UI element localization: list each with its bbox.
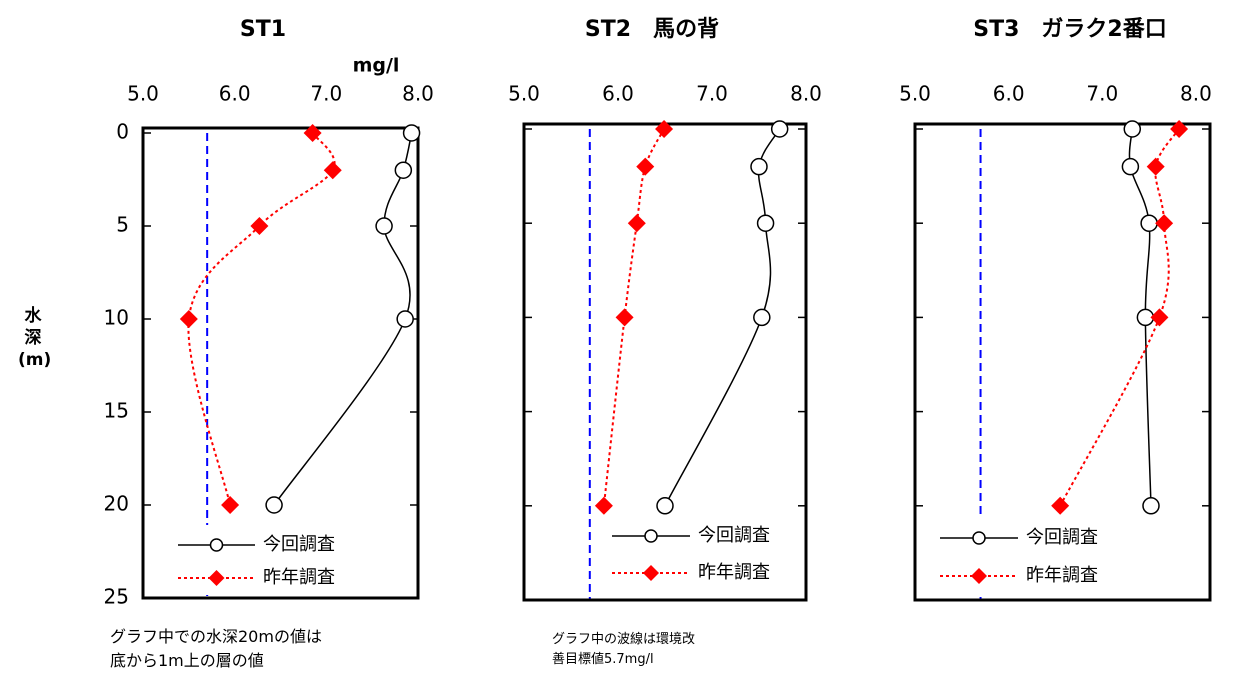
marker-circle: [1123, 120, 1142, 138]
legend-marker: [972, 531, 986, 545]
series-line: [602, 128, 665, 506]
chart-title: ST1: [240, 17, 286, 42]
series-line: [1059, 128, 1180, 507]
x-tick-label: 7.0: [1086, 82, 1118, 106]
x-tick-label: 8.0: [1180, 82, 1212, 106]
marker-circle: [1121, 157, 1140, 176]
x-tick-label: 8.0: [402, 82, 434, 106]
x-tick-label: 5.0: [899, 82, 931, 106]
annotation-line: 底から1m上の層の値: [110, 651, 264, 670]
legend-label: 昨年調査: [1026, 565, 1098, 586]
x-axis-label: mg/l: [353, 55, 400, 77]
annotation-line: 善目標値5.7mg/l: [552, 652, 654, 667]
marker-circle: [756, 214, 775, 232]
marker-circle: [394, 161, 413, 179]
x-tick-label: 7.0: [310, 82, 342, 106]
marker-diamond: [636, 157, 655, 176]
x-tick-label: 5.0: [508, 82, 540, 106]
y-axis-label-line: 深: [24, 328, 42, 348]
legend-label: 昨年調査: [263, 567, 335, 588]
legend-label: 昨年調査: [698, 562, 770, 583]
marker-circle: [770, 120, 789, 138]
y-tick-label: 15: [104, 399, 129, 423]
legend-label: 今回調査: [263, 534, 335, 555]
marker-circle: [656, 497, 674, 515]
chart-title: ST3 ガラク2番口: [973, 17, 1166, 42]
x-tick-label: 6.0: [993, 82, 1025, 106]
marker-diamond: [627, 214, 646, 233]
y-tick-label: 10: [104, 306, 129, 330]
legend-label: 今回調査: [698, 525, 770, 546]
y-tick-label: 20: [104, 492, 129, 516]
annotation: グラフ中での水深20mの値は 底から1m上の層の値: [110, 625, 322, 673]
legend-marker: [644, 529, 658, 543]
plot-frame: [913, 122, 1212, 602]
legend-label: 今回調査: [1026, 527, 1098, 548]
marker-diamond: [323, 161, 342, 180]
marker-circle: [750, 157, 768, 176]
y-axis-label-line: 水: [24, 306, 42, 326]
y-tick-label: 5: [116, 213, 129, 237]
marker-diamond: [221, 496, 240, 514]
legend-marker: [971, 568, 987, 584]
marker-diamond: [1150, 308, 1169, 327]
annotation-line: グラフ中での水深20mの値は: [110, 627, 322, 646]
y-axis-label: 水深 (m): [18, 305, 52, 371]
marker-circle: [1142, 497, 1160, 515]
y-tick-label: 25: [104, 585, 129, 609]
x-tick-label: 6.0: [219, 82, 251, 106]
marker-diamond: [655, 120, 674, 138]
marker-circle: [753, 308, 771, 327]
series-line: [187, 132, 336, 506]
plot-frame: [141, 126, 420, 600]
y-axis-label-line: (m): [18, 350, 52, 370]
marker-diamond: [1146, 157, 1165, 176]
y-tick-label: 0: [116, 120, 129, 144]
marker-circle: [375, 217, 393, 235]
legend-box: [605, 515, 800, 597]
x-tick-label: 5.0: [127, 82, 159, 106]
marker-circle: [396, 310, 414, 328]
marker-diamond: [1051, 496, 1070, 515]
legend-marker: [209, 538, 224, 552]
legend-marker: [643, 565, 659, 581]
marker-circle: [265, 496, 283, 514]
marker-circle: [402, 124, 421, 142]
legend-box: [930, 518, 1125, 597]
x-tick-label: 8.0: [790, 82, 822, 106]
x-tick-label: 6.0: [602, 82, 634, 106]
marker-diamond: [594, 496, 613, 515]
annotation-line: グラフ中の波線は環境改: [552, 632, 696, 647]
annotation: グラフ中の波線は環境改 善目標値5.7mg/l: [552, 630, 695, 670]
marker-diamond: [303, 124, 322, 142]
marker-diamond: [1155, 214, 1174, 233]
marker-circle: [1140, 214, 1158, 232]
marker-diamond: [179, 310, 198, 328]
marker-diamond: [615, 308, 634, 327]
legend-box: [160, 525, 340, 595]
chart-title: ST2 馬の背: [585, 17, 719, 42]
x-tick-label: 7.0: [696, 82, 728, 106]
marker-diamond: [250, 217, 269, 235]
legend-marker: [208, 570, 225, 586]
marker-diamond: [1170, 120, 1189, 138]
series-line: [273, 132, 413, 506]
